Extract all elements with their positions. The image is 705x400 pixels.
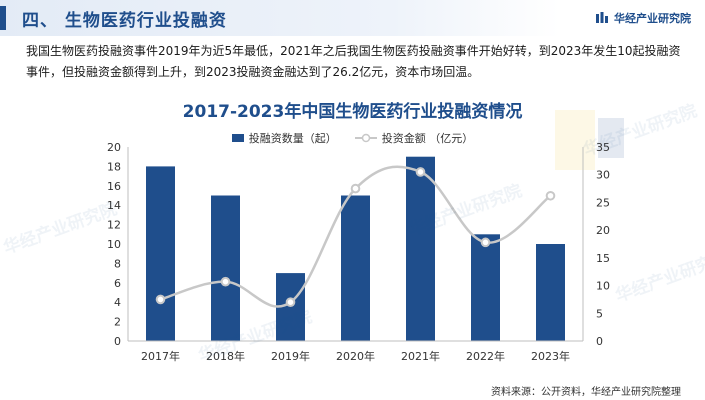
bar-2023年 (536, 244, 565, 341)
y-right-tick-label: 0 (596, 335, 603, 348)
y-left-tick-label: 6 (114, 277, 121, 290)
amount-point-2022年 (480, 237, 491, 248)
bar-2018年 (211, 195, 240, 341)
y-left-tick-label: 20 (107, 141, 121, 154)
legend-line-swatch (354, 133, 377, 143)
amount-point-2023年 (545, 190, 556, 201)
y-right-tick-label: 35 (596, 141, 610, 154)
bar-2022年 (471, 234, 500, 341)
x-tick-label: 2017年 (141, 349, 180, 363)
amount-point-2019年 (285, 297, 296, 308)
header-bar (0, 0, 560, 36)
amount-point-2020年 (350, 183, 361, 194)
x-tick-label: 2023年 (531, 349, 570, 363)
y-right-tick-label: 30 (596, 169, 610, 182)
legend-label-amount: 投资金额 （亿元） (381, 132, 474, 145)
amount-point-2021年 (415, 167, 426, 177)
y-left-tick-label: 18 (107, 160, 121, 173)
x-tick-label: 2020年 (336, 349, 375, 363)
brand-name: 华经产业研究院 (614, 12, 691, 25)
y-left-tick-label: 10 (107, 238, 121, 251)
legend-item-count: 投融资数量（起） (231, 130, 337, 146)
y-right-tick-label: 20 (596, 224, 610, 237)
y-right-tick-label: 10 (596, 280, 610, 293)
chart-legend: 投融资数量（起） 投资金额 （亿元） (0, 130, 705, 146)
y-left-tick-label: 2 (114, 316, 121, 329)
legend-item-amount: 投资金额 （亿元） (354, 130, 474, 146)
page-header: 四、 生物医药行业投融资 华经产业研究院 (0, 0, 705, 36)
bar-2020年 (341, 195, 370, 341)
y-right-tick-label: 25 (596, 196, 610, 209)
x-tick-label: 2022年 (466, 349, 505, 363)
amount-point-2018年 (220, 276, 231, 287)
amount-point-2017年 (155, 294, 166, 305)
y-left-tick-label: 14 (107, 199, 121, 212)
legend-bar-swatch (231, 134, 244, 142)
chart-title: 2017-2023年中国生物医药行业投融资情况 (182, 102, 523, 122)
bar-2021年 (406, 156, 435, 341)
source-note: 资料来源：公开资料，华经产业研究院整理 (491, 387, 681, 398)
y-right-tick-label: 15 (596, 252, 610, 265)
y-right-tick-label: 5 (596, 307, 603, 320)
x-tick-label: 2019年 (271, 349, 310, 363)
brand: 华经产业研究院 (596, 10, 691, 26)
y-left-tick-label: 4 (114, 296, 121, 309)
x-tick-label: 2018年 (206, 349, 245, 363)
page-title: 四、 生物医药行业投融资 (22, 11, 227, 31)
header-accent (0, 6, 6, 30)
brand-logo-icon (596, 12, 608, 23)
y-left-tick-label: 0 (114, 335, 121, 348)
legend-label-count: 投融资数量（起） (248, 132, 337, 145)
y-left-tick-label: 12 (107, 219, 121, 232)
x-tick-label: 2021年 (401, 349, 440, 363)
y-left-tick-label: 16 (107, 180, 121, 193)
intro-paragraph: 我国生物医药投融资事件2019年为近5年最低，2021年之后我国生物医药投融资事… (26, 44, 681, 79)
y-left-tick-label: 8 (114, 257, 121, 270)
bar-2017年 (146, 166, 175, 341)
